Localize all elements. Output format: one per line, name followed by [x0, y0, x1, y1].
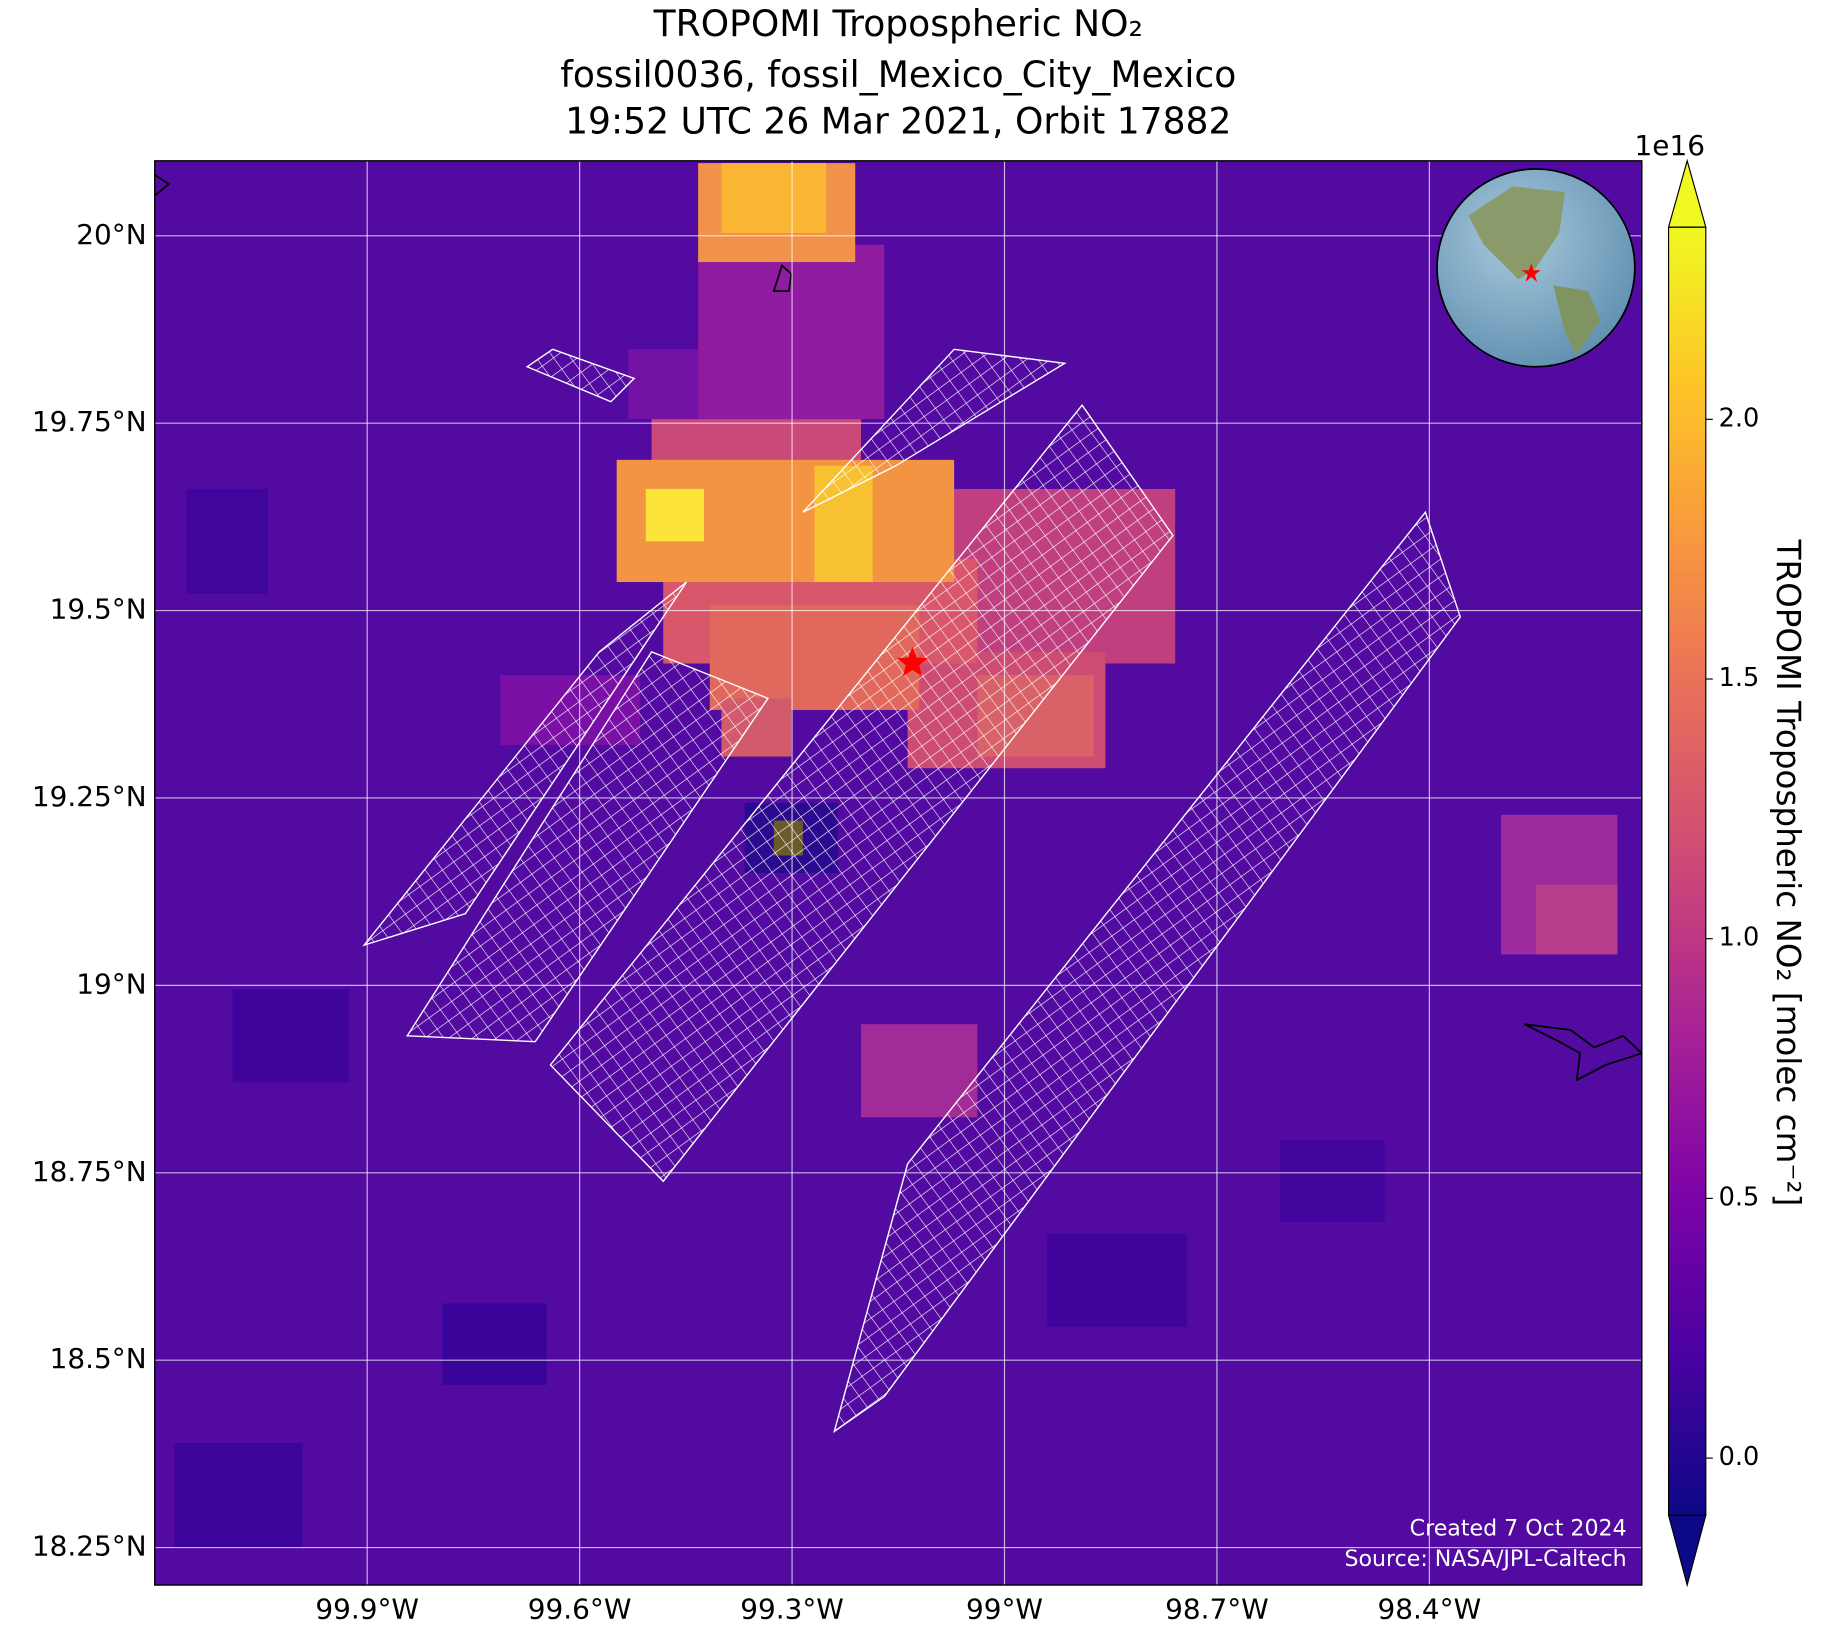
map-frame [154, 160, 1643, 1586]
colorbar-tick-label: 2.0 [1719, 403, 1760, 433]
colorbar-tick-label: 1.0 [1719, 923, 1760, 953]
y-tick-label: 20°N [76, 218, 146, 251]
colorbar-tick-label: 0.5 [1719, 1182, 1760, 1212]
y-tick-label: 19.25°N [32, 780, 147, 813]
colorbar-extend-max [1667, 158, 1707, 228]
footprint [406, 650, 770, 1043]
colorbar-tick-label: 0.0 [1719, 1442, 1760, 1472]
colorbar-frame [1667, 226, 1707, 1516]
site-marker [897, 646, 928, 677]
globe-inset [1436, 168, 1636, 368]
footprint [525, 348, 636, 403]
colorbar-label: TROPOMI Tropospheric NO₂ [molec cm⁻²] [1769, 539, 1807, 1207]
y-tick-label: 19.5°N [50, 593, 147, 626]
title-line: 19:52 UTC 26 Mar 2021, Orbit 17882 [565, 101, 1231, 143]
footprint [802, 348, 1067, 513]
annotation: Source: NASA/JPL-Caltech [1344, 1546, 1626, 1572]
title-line: fossil0036, fossil_Mexico_City_Mexico [560, 54, 1236, 96]
map-area [154, 160, 1642, 1586]
gridlines [154, 160, 1642, 1586]
y-tick-label: 18.25°N [32, 1530, 147, 1563]
x-tick-label: 99°W [966, 1593, 1043, 1626]
colorbar-extend-min [1667, 1514, 1707, 1588]
y-tick-label: 18.75°N [32, 1155, 147, 1188]
colorbar-ramp [1668, 227, 1706, 1516]
x-tick-label: 98.7°W [1165, 1593, 1269, 1626]
coastline [154, 174, 1642, 1082]
y-tick-label: 19.75°N [32, 405, 147, 438]
x-tick-label: 99.3°W [740, 1593, 844, 1626]
footprint [833, 510, 1462, 1434]
y-tick-label: 18.5°N [50, 1342, 147, 1375]
x-tick-label: 98.4°W [1378, 1593, 1482, 1626]
annotation: Created 7 Oct 2024 [1410, 1516, 1627, 1542]
colorbar [1667, 158, 1713, 1588]
x-tick-label: 99.6°W [528, 1593, 632, 1626]
y-tick-label: 19°N [76, 967, 146, 1000]
footprints [362, 348, 1462, 1434]
footprint [549, 404, 1174, 1183]
title-line: TROPOMI Tropospheric NO₂ [653, 3, 1143, 45]
colorbar-tick-label: 1.5 [1719, 663, 1760, 693]
x-tick-label: 99.9°W [315, 1593, 419, 1626]
colorbar-exponent: 1e16 [1635, 129, 1705, 162]
footprint [362, 581, 688, 947]
